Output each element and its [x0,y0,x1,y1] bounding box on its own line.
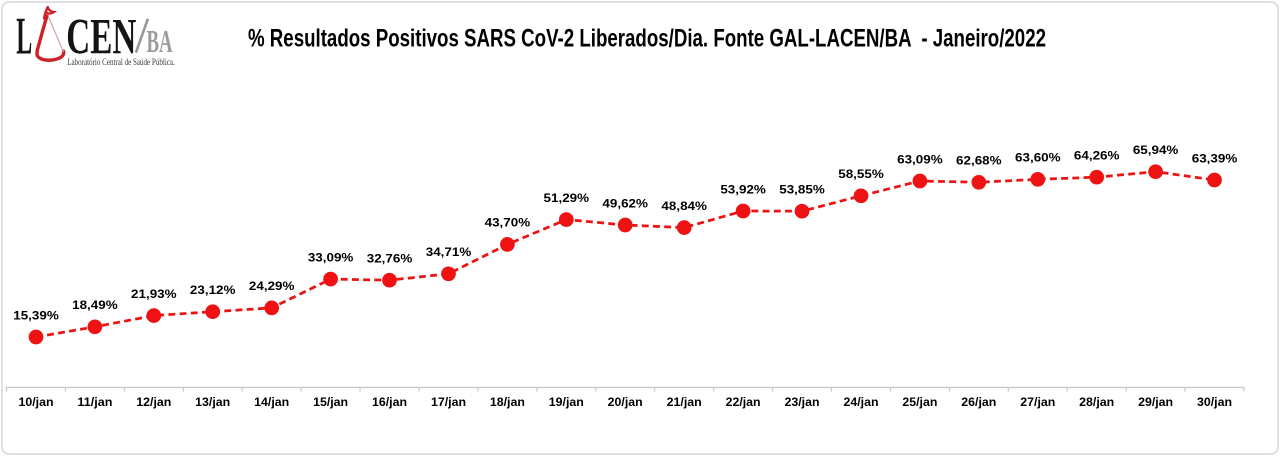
svg-text:18,49%: 18,49% [72,298,118,312]
svg-text:48,84%: 48,84% [661,199,707,213]
svg-text:15,39%: 15,39% [13,308,59,322]
svg-text:53,85%: 53,85% [779,183,825,197]
svg-text:13/jan: 13/jan [195,396,230,409]
svg-text:27/jan: 27/jan [1020,396,1055,409]
svg-text:63,60%: 63,60% [1015,151,1061,165]
svg-text:14/jan: 14/jan [254,396,289,409]
svg-text:L: L [16,8,32,66]
svg-text:63,39%: 63,39% [1192,151,1238,165]
svg-text:21,93%: 21,93% [131,287,177,301]
svg-text:33,09%: 33,09% [308,250,354,264]
svg-text:28/jan: 28/jan [1079,396,1114,409]
svg-text:% Resultados Positivos SARS Co: % Resultados Positivos SARS CoV-2 Libera… [248,25,1046,53]
svg-text:25/jan: 25/jan [902,396,937,409]
svg-text:19/jan: 19/jan [549,396,584,409]
svg-text:22/jan: 22/jan [726,396,761,409]
svg-text:23,12%: 23,12% [190,283,236,297]
svg-text:17/jan: 17/jan [431,396,466,409]
svg-text:18/jan: 18/jan [490,396,525,409]
svg-text:65,94%: 65,94% [1133,143,1179,157]
svg-text:29/jan: 29/jan [1138,396,1173,409]
svg-text:15/jan: 15/jan [313,396,348,409]
svg-text:30/jan: 30/jan [1197,396,1232,409]
svg-text:58,55%: 58,55% [838,167,884,181]
svg-text:64,26%: 64,26% [1074,149,1120,163]
svg-text:BA: BA [147,24,173,59]
svg-text:24,29%: 24,29% [249,279,295,293]
svg-text:51,29%: 51,29% [544,191,590,205]
svg-text:Laboratório Central de Saúde P: Laboratório Central de Saúde Pública. [67,57,175,67]
svg-text:12/jan: 12/jan [136,396,171,409]
svg-text:49,62%: 49,62% [602,196,648,210]
svg-text:20/jan: 20/jan [608,396,643,409]
svg-text:CEN: CEN [66,9,136,65]
svg-text:24/jan: 24/jan [844,396,879,409]
svg-text:26/jan: 26/jan [961,396,996,409]
svg-text:34,71%: 34,71% [426,245,472,259]
svg-text:21/jan: 21/jan [667,396,702,409]
svg-text:23/jan: 23/jan [785,396,820,409]
svg-text:63,09%: 63,09% [897,152,943,166]
svg-text:16/jan: 16/jan [372,396,407,409]
svg-text:53,92%: 53,92% [720,182,766,196]
svg-text:62,68%: 62,68% [956,154,1002,168]
svg-text:11/jan: 11/jan [77,396,112,409]
svg-text:43,70%: 43,70% [485,216,531,230]
svg-text:32,76%: 32,76% [367,252,413,266]
svg-text:10/jan: 10/jan [19,396,54,409]
